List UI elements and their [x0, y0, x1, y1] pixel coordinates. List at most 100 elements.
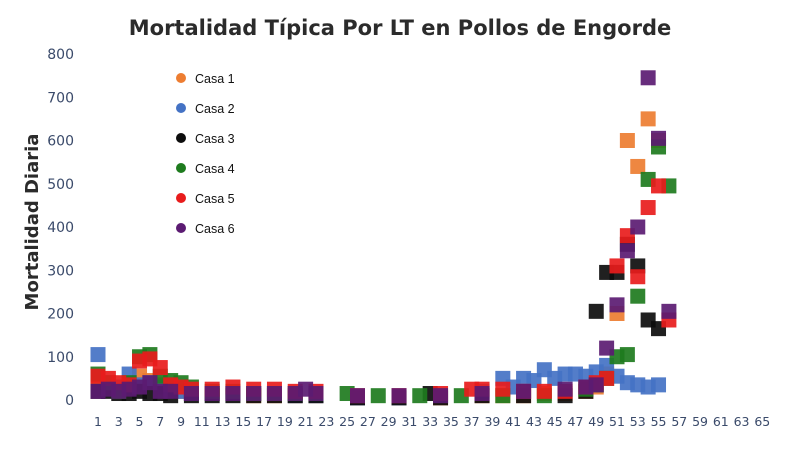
- data-point: [557, 381, 573, 397]
- y-tick-label: 400: [47, 220, 74, 236]
- chart-title: Mortalidad Típica Por LT en Pollos de En…: [129, 16, 671, 40]
- data-point: [412, 388, 428, 404]
- data-point: [651, 130, 667, 146]
- series-1: [90, 111, 667, 406]
- y-tick-label: 500: [47, 177, 74, 193]
- data-point: [630, 269, 646, 285]
- data-point: [630, 158, 646, 174]
- y-tick-label: 800: [47, 47, 74, 63]
- data-point: [630, 219, 646, 235]
- data-point: [619, 243, 635, 259]
- series-6: [90, 70, 677, 404]
- y-axis-label: Mortalidad Diaria: [22, 134, 43, 311]
- x-tick-label: 27: [360, 414, 376, 429]
- data-point: [588, 303, 604, 319]
- x-tick-label: 1: [94, 414, 102, 429]
- x-tick-label: 57: [671, 414, 687, 429]
- data-point: [630, 288, 646, 304]
- x-tick-label: 25: [339, 414, 355, 429]
- x-tick-label: 19: [277, 414, 293, 429]
- x-tick-label: 13: [215, 414, 231, 429]
- x-tick-label: 7: [156, 414, 164, 429]
- data-point: [183, 386, 199, 402]
- data-point: [391, 388, 407, 404]
- data-point: [651, 377, 667, 393]
- x-tick-label: 3: [115, 414, 123, 429]
- x-tick-label: 55: [651, 414, 667, 429]
- legend-marker: [176, 163, 186, 173]
- x-tick-label: 51: [609, 414, 625, 429]
- x-tick-label: 29: [381, 414, 397, 429]
- legend-label: Casa 5: [195, 192, 235, 206]
- data-point: [246, 386, 262, 402]
- x-tick-label: 41: [505, 414, 521, 429]
- data-point: [516, 383, 532, 399]
- data-points: [90, 70, 677, 406]
- x-tick-label: 45: [547, 414, 563, 429]
- y-axis-ticks: 0 100 200 300 400 500 600 700 800: [47, 47, 74, 409]
- data-point: [474, 386, 490, 402]
- data-point: [204, 386, 220, 402]
- data-point: [599, 340, 615, 356]
- data-point: [640, 111, 656, 127]
- x-tick-label: 63: [734, 414, 750, 429]
- data-point: [152, 360, 168, 376]
- x-tick-label: 47: [568, 414, 584, 429]
- legend-label: Casa 2: [195, 102, 235, 116]
- data-point: [308, 386, 324, 402]
- x-tick-label: 9: [177, 414, 185, 429]
- legend-label: Casa 3: [195, 132, 235, 146]
- x-tick-label: 65: [754, 414, 770, 429]
- data-point: [651, 178, 667, 194]
- x-tick-label: 37: [464, 414, 480, 429]
- x-tick-label: 61: [713, 414, 729, 429]
- data-point: [640, 200, 656, 216]
- data-point: [619, 133, 635, 148]
- x-tick-label: 43: [526, 414, 542, 429]
- legend-marker: [176, 103, 186, 113]
- legend: Casa 1 Casa 2 Casa 3 Casa 4 Casa 5 Casa 6: [176, 72, 235, 236]
- data-point: [495, 381, 511, 397]
- x-tick-label: 59: [692, 414, 708, 429]
- y-tick-label: 300: [47, 263, 74, 279]
- x-tick-label: 21: [298, 414, 314, 429]
- y-tick-label: 700: [47, 90, 74, 106]
- legend-marker: [176, 193, 186, 203]
- data-point: [609, 297, 625, 313]
- legend-label: Casa 6: [195, 222, 235, 236]
- x-tick-label: 31: [401, 414, 417, 429]
- x-tick-label: 5: [136, 414, 144, 429]
- data-point: [370, 388, 386, 404]
- y-tick-label: 0: [65, 393, 74, 409]
- data-point: [225, 386, 241, 402]
- data-point: [661, 303, 677, 319]
- x-tick-label: 53: [630, 414, 646, 429]
- data-point: [163, 383, 179, 399]
- x-tick-label: 33: [422, 414, 438, 429]
- legend-marker: [176, 223, 186, 233]
- data-point: [536, 383, 552, 399]
- y-tick-label: 100: [47, 350, 74, 366]
- x-tick-label: 17: [256, 414, 272, 429]
- data-point: [433, 388, 449, 404]
- data-point: [609, 258, 625, 274]
- y-tick-label: 600: [47, 134, 74, 150]
- legend-marker: [176, 73, 186, 83]
- data-point: [640, 70, 656, 86]
- x-tick-label: 39: [484, 414, 500, 429]
- series-4: [90, 139, 677, 404]
- data-point: [588, 377, 604, 393]
- x-tick-label: 11: [194, 414, 210, 429]
- y-tick-label: 200: [47, 307, 74, 323]
- data-point: [350, 388, 365, 404]
- legend-marker: [176, 133, 186, 143]
- x-tick-label: 15: [235, 414, 251, 429]
- x-tick-label: 23: [318, 414, 334, 429]
- legend-label: Casa 1: [195, 72, 235, 86]
- x-tick-label: 35: [443, 414, 459, 429]
- data-point: [266, 386, 282, 402]
- data-point: [90, 347, 106, 363]
- data-point: [619, 347, 635, 363]
- legend-label: Casa 4: [195, 162, 235, 176]
